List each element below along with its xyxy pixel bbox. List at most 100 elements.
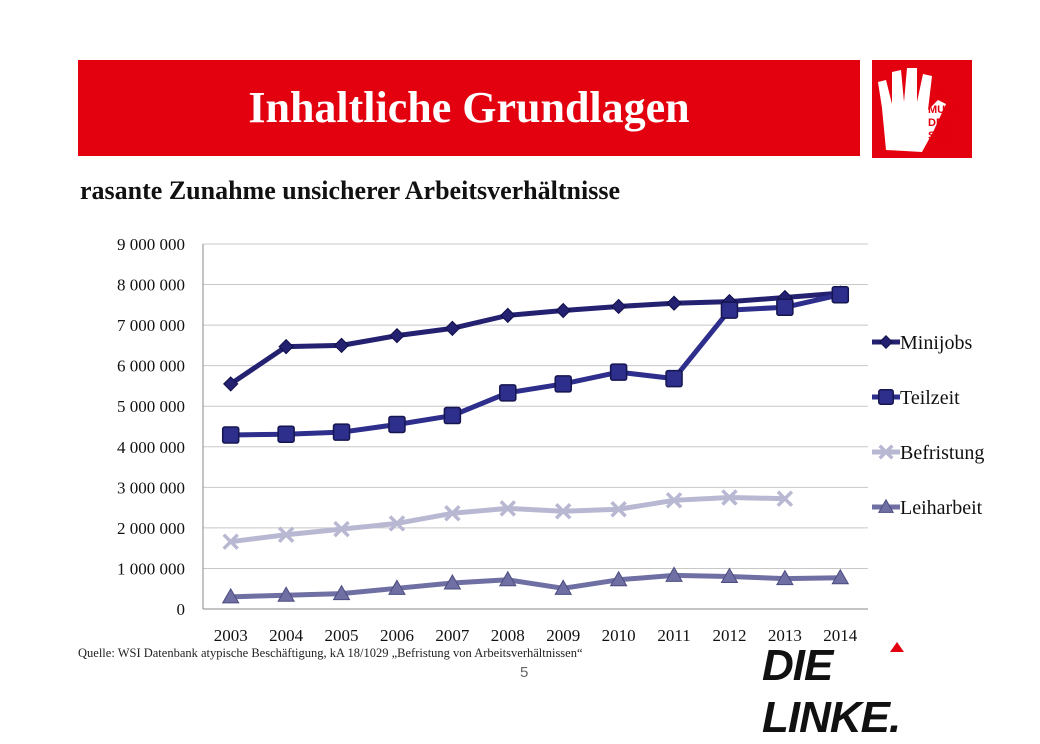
data-point xyxy=(666,295,682,311)
x-tick-label: 2007 xyxy=(435,626,470,645)
y-tick-label: 1 000 000 xyxy=(117,559,185,578)
data-point xyxy=(720,567,739,584)
x-tick-label: 2013 xyxy=(768,626,802,645)
y-tick-label: 3 000 000 xyxy=(117,478,185,497)
legend-label: Minijobs xyxy=(900,332,972,354)
data-point xyxy=(389,327,405,344)
source-note: Quelle: WSI Datenbank atypische Beschäft… xyxy=(78,646,583,660)
series-3 xyxy=(221,566,850,604)
y-tick-label: 0 xyxy=(177,600,186,619)
series-0 xyxy=(223,285,848,392)
data-point xyxy=(277,526,295,544)
data-point xyxy=(443,406,462,425)
data-point xyxy=(500,307,516,324)
data-point xyxy=(610,500,627,518)
legend-item: Minijobs xyxy=(872,332,972,354)
chart-legend: Minijobs Teilzeit Befristung Leiharbeit xyxy=(872,332,984,519)
page-number: 5 xyxy=(520,664,529,681)
data-point xyxy=(333,520,350,538)
data-point xyxy=(388,579,406,595)
logo-line-1: DAS xyxy=(934,91,957,103)
data-point xyxy=(609,570,628,587)
campaign-logo: DAS MUSS DRIN SEIN. xyxy=(872,60,972,158)
y-tick-label: 4 000 000 xyxy=(117,438,185,457)
data-point xyxy=(776,298,794,317)
data-point xyxy=(665,492,683,509)
data-point xyxy=(223,376,239,392)
legend-item: Befristung xyxy=(872,442,984,464)
logo-line-2: MUSS xyxy=(928,104,960,116)
data-point xyxy=(222,533,239,550)
x-tick-label: 2010 xyxy=(602,626,636,645)
y-tick-label: 5 000 000 xyxy=(117,397,185,416)
y-tick-label: 9 000 000 xyxy=(117,235,185,254)
legend-label: Teilzeit xyxy=(900,387,960,409)
series-1 xyxy=(221,285,850,444)
data-point xyxy=(609,363,628,381)
y-axis-labels: 0 1 000 000 2 000 000 3 000 000 4 000 000 5 0… xyxy=(117,235,185,619)
data-point xyxy=(554,579,573,595)
data-point xyxy=(388,415,406,434)
data-point xyxy=(665,566,683,582)
chart-axes xyxy=(202,244,868,610)
x-tick-label: 2012 xyxy=(712,626,746,645)
series-line xyxy=(229,290,841,386)
x-tick-label: 2009 xyxy=(546,626,580,645)
data-point xyxy=(499,500,517,517)
data-point xyxy=(721,489,738,506)
y-tick-label: 2 000 000 xyxy=(117,519,185,538)
y-tick-label: 6 000 000 xyxy=(117,357,185,376)
logo-accent-icon xyxy=(890,642,904,652)
legend-marker xyxy=(878,334,894,350)
data-point xyxy=(499,384,517,402)
data-point xyxy=(554,375,572,393)
legend-label: Befristung xyxy=(900,442,984,464)
legend-label: Leiharbeit xyxy=(900,497,983,519)
data-point xyxy=(665,369,683,388)
data-point xyxy=(776,569,794,586)
data-point xyxy=(221,587,240,604)
data-point xyxy=(831,568,850,585)
y-tick-label: 7 000 000 xyxy=(117,316,185,335)
legend-marker xyxy=(878,389,894,405)
x-tick-label: 2004 xyxy=(269,626,304,645)
data-point xyxy=(498,570,517,587)
data-point xyxy=(332,423,351,441)
series-line xyxy=(230,494,785,545)
legend-marker xyxy=(878,444,894,460)
series-line xyxy=(230,292,841,438)
data-point xyxy=(278,338,294,355)
title-banner: Inhaltliche Grundlagen xyxy=(78,60,860,156)
slide-subtitle: rasante Zunahme unsicherer Arbeitsverhäl… xyxy=(80,176,620,205)
data-point xyxy=(554,503,572,520)
data-point xyxy=(776,490,794,507)
data-point xyxy=(720,301,739,319)
data-point xyxy=(443,574,462,590)
party-name: DIE LINKE. xyxy=(762,641,901,742)
legend-item: Leiharbeit xyxy=(872,497,983,519)
data-point xyxy=(444,505,461,522)
data-point xyxy=(277,425,295,443)
logo-line-4: SEIN. xyxy=(928,130,957,142)
party-logo: DIE LINKE. xyxy=(762,640,962,742)
data-point xyxy=(831,285,850,304)
data-point xyxy=(388,515,406,532)
data-point xyxy=(221,426,240,444)
legend-marker xyxy=(877,498,895,513)
data-point xyxy=(610,298,627,315)
data-point xyxy=(332,584,351,601)
data-point xyxy=(277,586,295,602)
data-point xyxy=(444,320,461,337)
data-point xyxy=(333,337,350,354)
line-chart: 0 1 000 000 2 000 000 3 000 000 4 000 000 5 0… xyxy=(117,235,984,645)
logo-line-3: DRIN xyxy=(928,117,955,129)
series-line xyxy=(230,572,841,600)
series-2 xyxy=(222,489,794,550)
hand-icon xyxy=(878,68,946,152)
legend-item: Teilzeit xyxy=(872,387,960,409)
x-axis-labels: 2003 2004 2005 2006 2007 2008 2009 2010 2011 2012… xyxy=(214,626,858,645)
data-point xyxy=(555,302,571,319)
x-tick-label: 2003 xyxy=(214,626,248,645)
x-tick-label: 2008 xyxy=(491,626,525,645)
page-title: Inhaltliche Grundlagen xyxy=(248,83,690,132)
